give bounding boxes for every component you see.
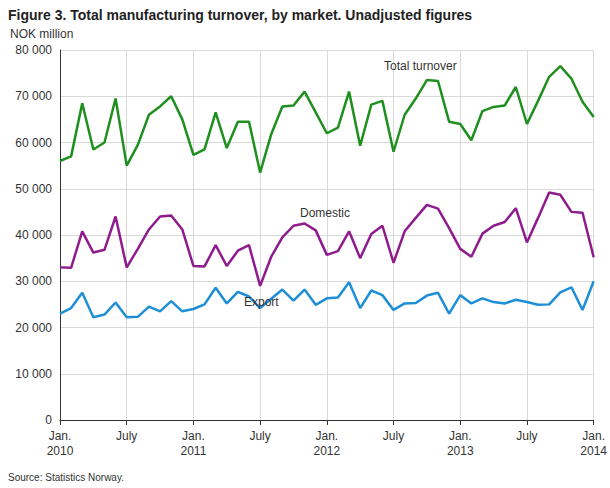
svg-text:2013: 2013	[447, 444, 474, 458]
svg-text:July: July	[116, 429, 137, 443]
svg-text:Jan.: Jan.	[582, 429, 605, 443]
svg-text:2012: 2012	[313, 444, 340, 458]
svg-text:40 000: 40 000	[15, 228, 52, 242]
svg-text:70 000: 70 000	[15, 89, 52, 103]
svg-text:July: July	[249, 429, 270, 443]
svg-text:Figure 3. Total manufacturing: Figure 3. Total manufacturing turnover, …	[8, 7, 472, 23]
svg-text:20 000: 20 000	[15, 321, 52, 335]
svg-text:Jan.: Jan.	[449, 429, 472, 443]
svg-text:Jan.: Jan.	[49, 429, 72, 443]
svg-text:Total turnover: Total turnover	[384, 59, 457, 73]
svg-text:2014: 2014	[580, 444, 607, 458]
svg-text:2010: 2010	[47, 444, 74, 458]
svg-text:Export: Export	[244, 295, 279, 309]
svg-text:July: July	[383, 429, 404, 443]
svg-text:60 000: 60 000	[15, 136, 52, 150]
svg-text:80 000: 80 000	[15, 43, 52, 57]
svg-text:Jan.: Jan.	[315, 429, 338, 443]
svg-text:0: 0	[45, 413, 52, 427]
svg-text:Domestic: Domestic	[300, 206, 350, 220]
svg-text:NOK million: NOK million	[10, 27, 73, 41]
svg-text:2011: 2011	[181, 444, 207, 458]
svg-text:10 000: 10 000	[15, 367, 52, 381]
svg-text:July: July	[516, 429, 537, 443]
svg-text:30 000: 30 000	[15, 274, 52, 288]
svg-text:Source: Statistics Norway.: Source: Statistics Norway.	[8, 472, 124, 483]
svg-text:50 000: 50 000	[15, 182, 52, 196]
svg-text:Jan.: Jan.	[182, 429, 205, 443]
